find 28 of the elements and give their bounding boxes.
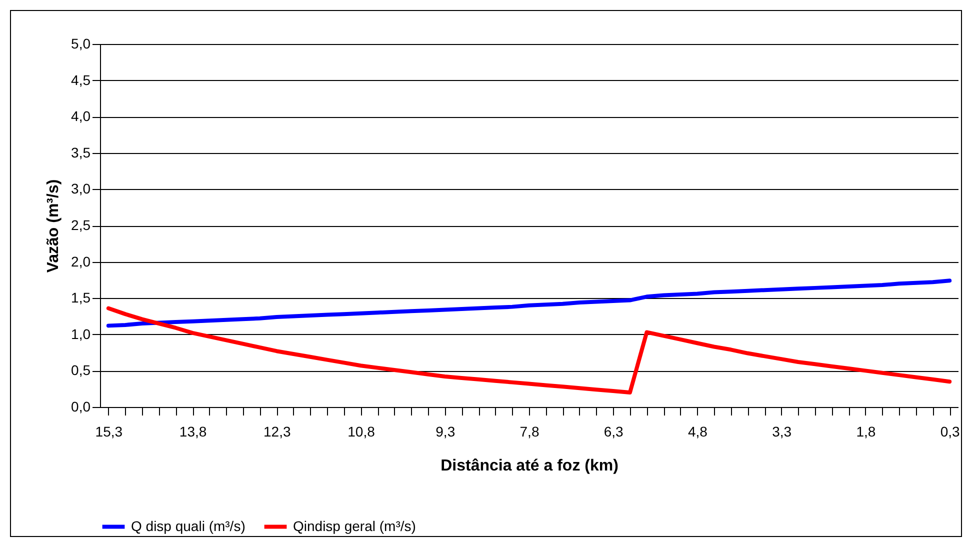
x-tick-label: 7,8 xyxy=(520,424,540,440)
x-axis-title: Distância até a foz (km) xyxy=(440,458,618,474)
x-tick-label: 15,3 xyxy=(95,424,123,440)
x-tick-label: 13,8 xyxy=(179,424,207,440)
y-tick-label: 0,5 xyxy=(71,362,91,378)
y-tick-label: 1,5 xyxy=(71,290,91,306)
y-tick-label: 0,0 xyxy=(71,398,91,414)
x-tick-label: 1,8 xyxy=(856,424,876,440)
legend-label: Q disp quali (m³/s) xyxy=(131,518,246,534)
x-tick-label: 4,8 xyxy=(688,424,708,440)
y-tick-label: 4,0 xyxy=(71,108,91,124)
line-series xyxy=(106,306,952,394)
y-tick-label: 3,0 xyxy=(71,180,91,197)
y-tick-label: 4,5 xyxy=(71,72,91,88)
x-tick-label: 10,8 xyxy=(348,424,376,440)
y-tick-label: 5,0 xyxy=(71,36,91,52)
x-tick-label: 12,3 xyxy=(264,424,291,440)
y-tick-label: 3,5 xyxy=(71,144,91,160)
x-tick-label: 0,3 xyxy=(940,424,960,440)
y-tick-label: 2,5 xyxy=(71,217,91,233)
y-axis-title: Vazão (m³/s) xyxy=(45,179,62,273)
x-tick-label: 3,3 xyxy=(772,424,792,440)
y-tick-label: 1,0 xyxy=(71,326,91,342)
legend-label: Qindisp geral (m³/s) xyxy=(293,518,416,534)
y-tick-label: 2,0 xyxy=(71,253,91,270)
line-series xyxy=(106,278,952,328)
x-tick-label: 9,3 xyxy=(436,424,456,440)
x-tick-label: 6,3 xyxy=(604,424,624,440)
